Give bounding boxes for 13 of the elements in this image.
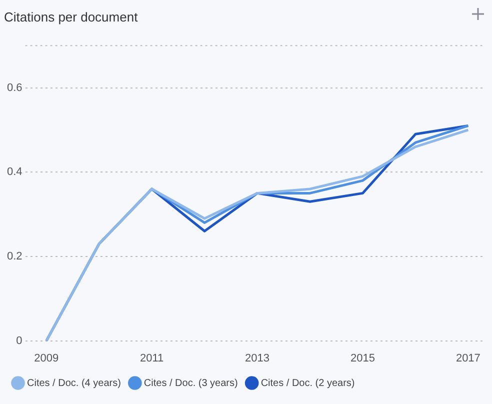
legend-label: Cites / Doc. (4 years) (27, 378, 121, 389)
y-tick-label: 0.6 (6, 82, 22, 94)
legend-label: Cites / Doc. (2 years) (260, 378, 355, 389)
y-tick-label: 0 (16, 334, 22, 347)
x-tick-label: 2017 (456, 352, 480, 364)
x-tick-label: 2015 (350, 352, 375, 364)
chart-title: Citations per document (4, 9, 138, 24)
x-tick-label: 2011 (140, 352, 164, 364)
x-tick-label: 2009 (34, 352, 59, 364)
legend-label: Cites / Doc. (3 years) (144, 378, 238, 389)
y-tick-label: 0.2 (6, 250, 22, 262)
y-tick-label: 0.4 (6, 166, 22, 178)
x-tick-label: 2013 (245, 352, 270, 364)
